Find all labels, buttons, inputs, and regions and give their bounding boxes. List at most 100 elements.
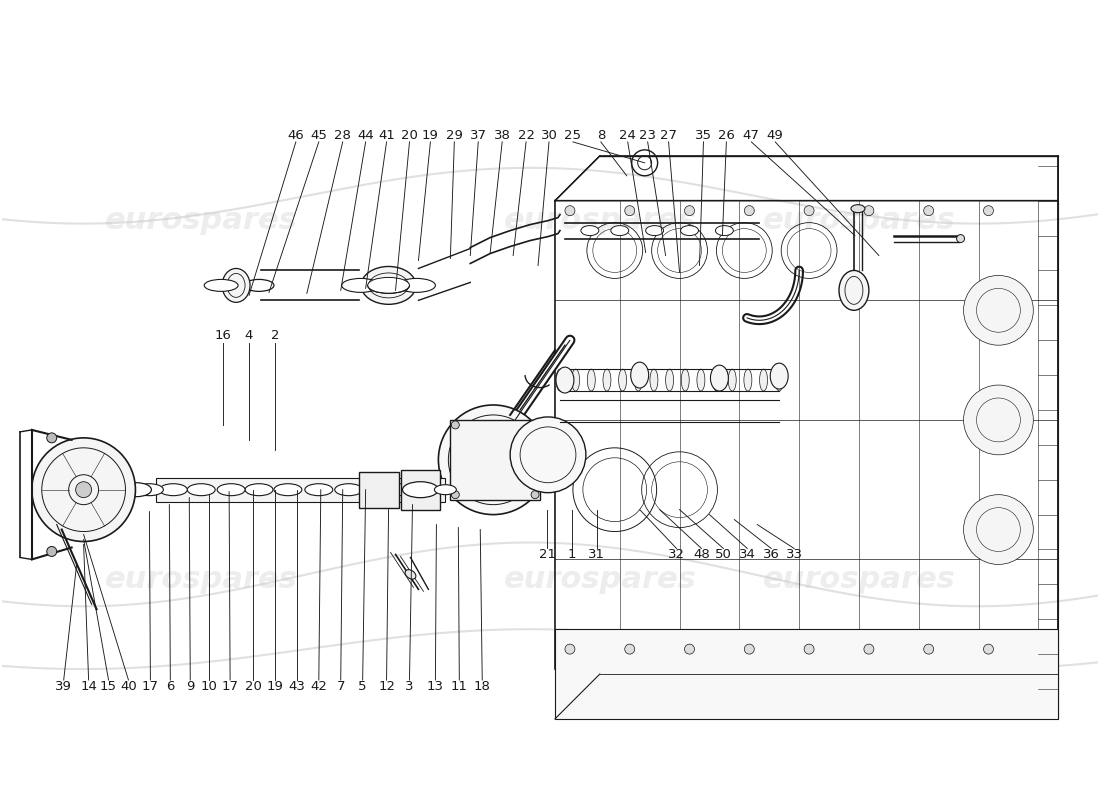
Circle shape: [804, 206, 814, 216]
Text: 3: 3: [405, 679, 414, 693]
Ellipse shape: [187, 484, 216, 496]
Ellipse shape: [572, 369, 580, 391]
Circle shape: [924, 206, 934, 216]
Text: 43: 43: [288, 679, 306, 693]
Circle shape: [47, 433, 57, 443]
Text: 9: 9: [186, 679, 195, 693]
Text: 7: 7: [337, 679, 345, 693]
Circle shape: [924, 644, 934, 654]
Ellipse shape: [434, 485, 456, 494]
Ellipse shape: [618, 369, 627, 391]
Text: 48: 48: [693, 548, 710, 561]
Ellipse shape: [405, 570, 416, 579]
Text: 21: 21: [539, 548, 556, 561]
Text: 8: 8: [596, 130, 605, 142]
Circle shape: [983, 206, 993, 216]
Ellipse shape: [681, 369, 690, 391]
Text: 13: 13: [427, 679, 444, 693]
Circle shape: [565, 644, 575, 654]
Text: 14: 14: [80, 679, 97, 693]
Ellipse shape: [367, 278, 409, 294]
Ellipse shape: [581, 226, 598, 235]
Ellipse shape: [556, 369, 564, 391]
Ellipse shape: [697, 369, 705, 391]
Bar: [156, 478, 446, 502]
Circle shape: [47, 546, 57, 557]
Text: 25: 25: [564, 130, 582, 142]
Text: 4: 4: [245, 329, 253, 342]
Text: 10: 10: [201, 679, 218, 693]
Text: 17: 17: [142, 679, 158, 693]
Text: 31: 31: [588, 548, 605, 561]
Ellipse shape: [646, 226, 663, 235]
Text: 36: 36: [762, 548, 780, 561]
Circle shape: [510, 417, 586, 493]
Text: 35: 35: [695, 130, 712, 142]
Ellipse shape: [342, 278, 380, 292]
Text: 49: 49: [767, 130, 783, 142]
Circle shape: [745, 206, 755, 216]
Bar: [400, 470, 440, 510]
Ellipse shape: [744, 369, 752, 391]
Ellipse shape: [770, 363, 789, 389]
Circle shape: [964, 494, 1033, 565]
Text: 27: 27: [660, 130, 678, 142]
Text: 50: 50: [715, 548, 732, 561]
Text: 28: 28: [334, 130, 351, 142]
Ellipse shape: [217, 484, 245, 496]
Ellipse shape: [205, 279, 238, 291]
Ellipse shape: [635, 369, 642, 391]
Text: eurospares: eurospares: [104, 565, 298, 594]
Text: 20: 20: [244, 679, 262, 693]
Circle shape: [531, 490, 539, 498]
Ellipse shape: [715, 226, 734, 235]
Ellipse shape: [407, 484, 434, 496]
Circle shape: [684, 644, 694, 654]
Ellipse shape: [728, 369, 736, 391]
Circle shape: [983, 644, 993, 654]
Circle shape: [964, 275, 1033, 345]
Ellipse shape: [245, 484, 273, 496]
Ellipse shape: [362, 484, 389, 496]
Ellipse shape: [403, 482, 439, 498]
Text: 23: 23: [639, 130, 657, 142]
Text: 22: 22: [518, 130, 535, 142]
Ellipse shape: [851, 205, 865, 213]
Bar: [359, 472, 398, 508]
Bar: [450, 420, 540, 500]
Circle shape: [804, 644, 814, 654]
Text: 44: 44: [358, 130, 374, 142]
Circle shape: [451, 421, 460, 429]
Text: eurospares: eurospares: [762, 565, 955, 594]
Text: eurospares: eurospares: [762, 206, 955, 235]
Circle shape: [531, 421, 539, 429]
Ellipse shape: [160, 484, 187, 496]
Text: 5: 5: [359, 679, 367, 693]
Circle shape: [625, 644, 635, 654]
Ellipse shape: [839, 270, 869, 310]
Ellipse shape: [361, 266, 416, 304]
Text: 24: 24: [619, 130, 636, 142]
Text: 46: 46: [287, 130, 305, 142]
Ellipse shape: [713, 369, 721, 391]
Text: 42: 42: [310, 679, 327, 693]
Text: 19: 19: [266, 679, 284, 693]
Text: 26: 26: [718, 130, 735, 142]
Text: 45: 45: [310, 130, 327, 142]
Ellipse shape: [650, 369, 658, 391]
Circle shape: [625, 206, 635, 216]
Ellipse shape: [121, 482, 152, 497]
Text: 2: 2: [271, 329, 279, 342]
Text: 12: 12: [378, 679, 395, 693]
Text: 39: 39: [55, 679, 73, 693]
Ellipse shape: [244, 279, 274, 291]
Text: 37: 37: [470, 130, 487, 142]
Text: 19: 19: [422, 130, 439, 142]
Text: 33: 33: [785, 548, 803, 561]
Ellipse shape: [681, 226, 698, 235]
Text: 38: 38: [494, 130, 510, 142]
Text: 15: 15: [100, 679, 117, 693]
Ellipse shape: [334, 484, 363, 496]
Text: 17: 17: [221, 679, 239, 693]
Circle shape: [451, 490, 460, 498]
